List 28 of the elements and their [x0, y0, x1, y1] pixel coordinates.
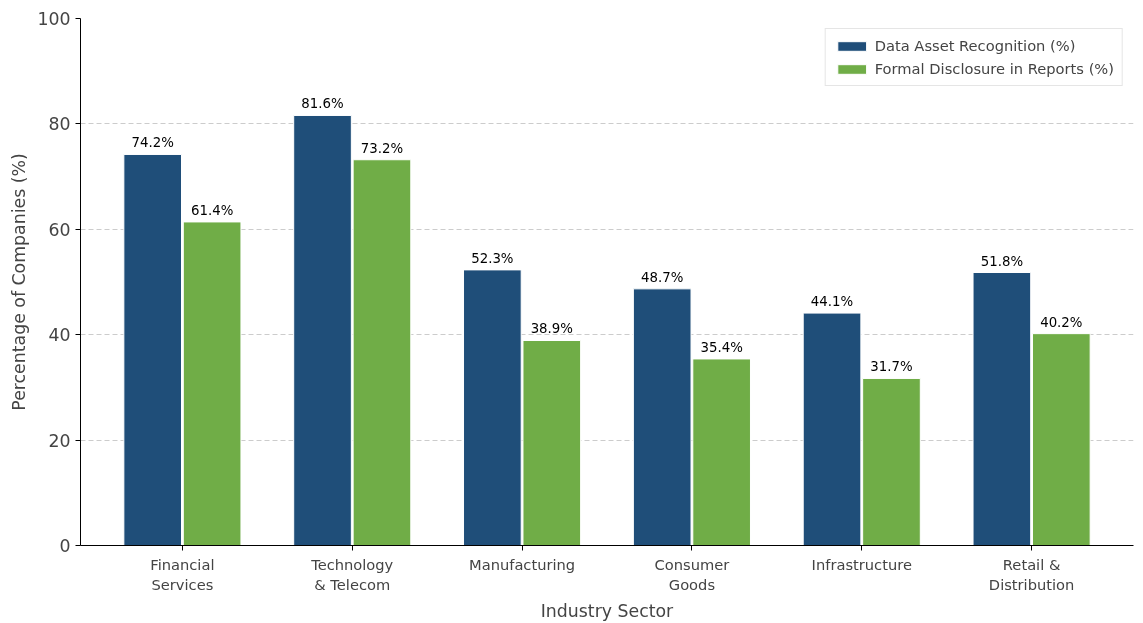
- data-label: 73.2%: [360, 140, 404, 156]
- x-axis-title: Industry Sector: [540, 600, 675, 621]
- data-label: 74.2%: [131, 135, 174, 151]
- data-label: 44.1%: [810, 294, 854, 310]
- data-label: 38.9%: [530, 321, 573, 337]
- data-label: 48.7%: [641, 269, 684, 285]
- x-tick-label: Manufacturing: [469, 555, 576, 573]
- x-tick-label: Infrastructure: [811, 555, 912, 573]
- legend-label: Data Asset Recognition (%): [874, 37, 1076, 54]
- y-tick-label: 80: [48, 114, 71, 135]
- y-tick-label: 60: [48, 219, 71, 240]
- data-label: 51.8%: [980, 253, 1024, 269]
- y-tick-label: 0: [59, 536, 71, 556]
- legend-label: Formal Disclosure in Reports (%): [874, 60, 1114, 77]
- data-label: 52.3%: [471, 250, 514, 266]
- y-axis-title: Percentage of Companies (%): [9, 153, 30, 411]
- data-label: 31.7%: [870, 359, 913, 375]
- data-label: 40.2%: [1040, 314, 1083, 330]
- y-tick-label: 20: [48, 430, 71, 451]
- x-tick-label: Retail & Distribution: [988, 555, 1075, 593]
- y-tick-label: 40: [48, 325, 71, 346]
- x-tick-label: Technology & Telecom: [310, 555, 394, 593]
- x-tick-label: Consumer Goods: [654, 555, 731, 593]
- data-label: 35.4%: [700, 339, 743, 355]
- x-tick-label: Financial Services: [150, 555, 215, 593]
- data-label: 61.4%: [190, 202, 234, 218]
- y-tick-label: 100: [37, 9, 71, 29]
- data-label: 81.6%: [301, 96, 344, 112]
